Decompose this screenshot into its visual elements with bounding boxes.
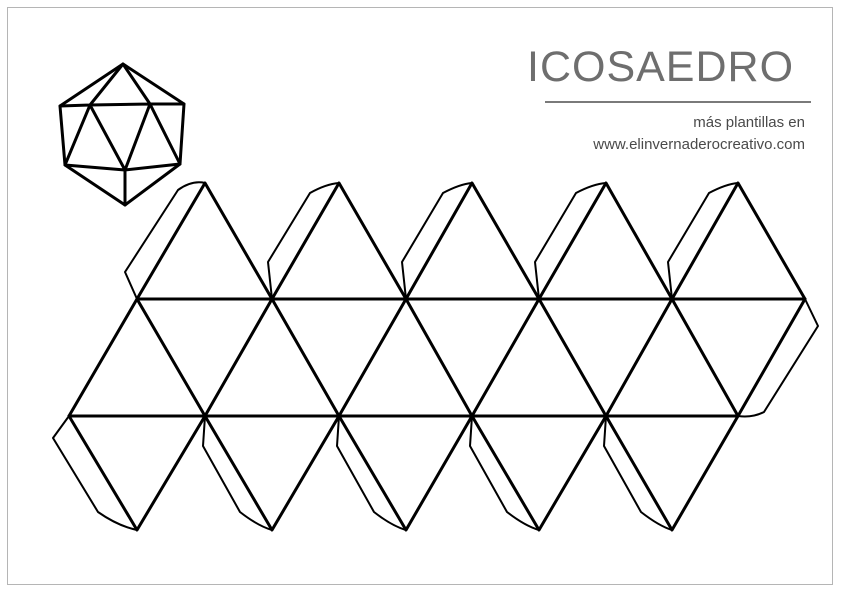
icosahedron-preview-icon <box>58 62 186 207</box>
subtitle-more-templates: más plantillas en <box>693 114 805 131</box>
title-underline <box>545 101 811 103</box>
glue-tab-right <box>737 298 819 418</box>
page-title: ICOSAEDRO <box>527 43 795 91</box>
net-faces <box>67 181 807 532</box>
glue-tabs-bottom <box>52 415 673 531</box>
website-url: www.elinvernaderocreativo.com <box>593 136 805 153</box>
glue-tabs-top <box>124 181 739 300</box>
